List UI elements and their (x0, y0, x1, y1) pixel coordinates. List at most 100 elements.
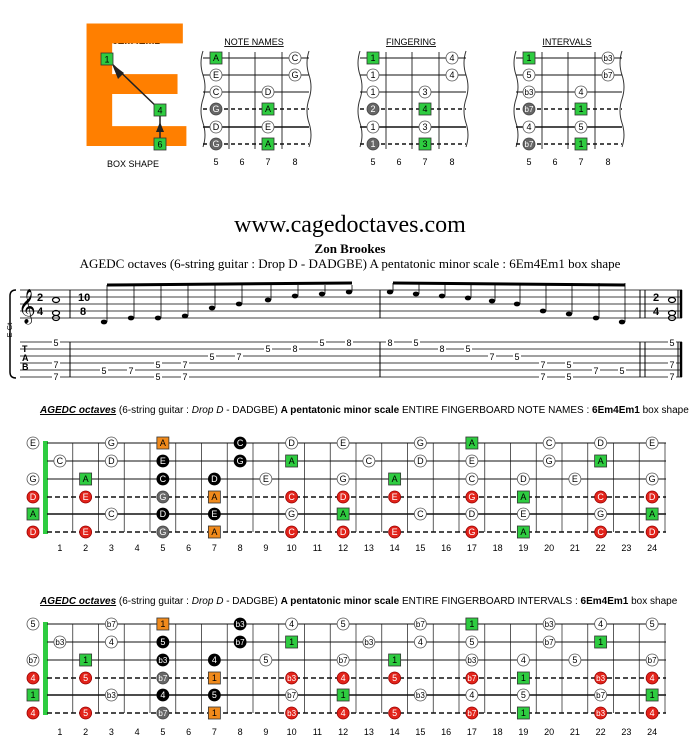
tab-clef: B (22, 362, 29, 372)
tab-number-bg (539, 372, 547, 381)
note-marker: 4 (156, 688, 170, 702)
note-label: A (520, 492, 526, 502)
note-label: 5 (392, 673, 397, 683)
note-circle (26, 490, 40, 504)
note-marker: 4 (104, 635, 118, 649)
tab-number: 5 (514, 352, 519, 362)
note-circle (26, 525, 40, 539)
note-marker: C (285, 490, 299, 504)
fret-number: 20 (544, 543, 554, 553)
note-circle (594, 671, 608, 685)
note-label: 1 (469, 619, 474, 629)
note-label: b7 (107, 620, 116, 629)
note-circle (209, 102, 223, 116)
note-circle (601, 51, 615, 65)
fret-number: 21 (570, 727, 580, 737)
note-label: G (468, 492, 475, 502)
note-label: b3 (287, 709, 296, 718)
fret-number: 24 (647, 727, 657, 737)
fret-edge (513, 50, 519, 148)
note-label: b3 (545, 620, 554, 629)
tab-number: 8 (439, 344, 444, 354)
note-label: 1 (212, 708, 217, 718)
note-circle (594, 436, 608, 450)
note-marker: 5 (645, 617, 659, 631)
beam (106, 281, 353, 287)
note-marker: G (542, 454, 556, 468)
note-label: C (160, 474, 167, 484)
note-label: b3 (236, 620, 245, 629)
note-label: b7 (648, 656, 657, 665)
note-marker: 1 (79, 653, 93, 667)
fret-number: 14 (390, 543, 400, 553)
note-label: 4 (526, 122, 531, 132)
tab-number: 5 (619, 366, 624, 376)
note-marker: C (465, 472, 479, 486)
note-circle (445, 51, 459, 65)
half-note-head (667, 296, 677, 304)
note-circle (156, 671, 170, 685)
note-marker: D (336, 525, 350, 539)
note-marker: 1 (516, 706, 530, 720)
note-marker: 1 (26, 688, 40, 702)
note-marker: b7 (336, 653, 350, 667)
note-label: G (649, 474, 656, 484)
note-label: 1 (160, 619, 165, 629)
note-circle (53, 635, 67, 649)
half-note-head (667, 314, 677, 322)
root-note-square (261, 137, 275, 151)
note-circle (445, 68, 459, 82)
note-label: 4 (449, 53, 454, 63)
note-circle (418, 120, 432, 134)
note-marker: A (336, 507, 350, 521)
note-circle (336, 706, 350, 720)
tab-number: 5 (413, 338, 418, 348)
note-marker: E (388, 490, 402, 504)
note-marker: G (594, 507, 608, 521)
note-marker: 5 (79, 706, 93, 720)
fret-number: 12 (338, 543, 348, 553)
note-label: 5 (160, 637, 165, 647)
note-label: A (211, 527, 217, 537)
note-head (513, 301, 521, 307)
note-circle (79, 706, 93, 720)
note-marker: b3 (362, 635, 376, 649)
note-label: D (417, 456, 424, 466)
note-marker: A (79, 472, 93, 486)
site-title[interactable]: www.cagedoctaves.com (234, 212, 466, 238)
note-marker: E (207, 507, 221, 521)
note-label: 2 (370, 104, 375, 114)
note-label: A (83, 474, 89, 484)
note-circle (388, 490, 402, 504)
note-marker: E (568, 472, 582, 486)
fret-number: 23 (621, 543, 631, 553)
mini-diagram-title: NOTE NAMES (224, 37, 284, 47)
note-circle (388, 671, 402, 685)
note-label: b7 (604, 71, 613, 80)
note-circle (104, 436, 118, 450)
note-label: 1 (212, 673, 217, 683)
note-marker: b7 (522, 102, 536, 116)
title-part: - DADGBE) (223, 405, 281, 416)
note-marker: 1 (574, 137, 588, 151)
tab-number: 5 (53, 338, 58, 348)
note-label: D (160, 509, 167, 519)
note-marker: D (336, 490, 350, 504)
note-label: D (30, 527, 37, 537)
note-marker: 1 (207, 671, 221, 685)
note-circle (574, 120, 588, 134)
note-label: E (649, 438, 655, 448)
tab-number-bg (488, 352, 496, 361)
root-note-square (574, 137, 588, 151)
note-label: C (237, 438, 244, 448)
tab-number: 8 (346, 338, 351, 348)
tab-clef: T (22, 344, 28, 354)
root-note-square (388, 653, 402, 667)
fingerboard-notes-title: AGEDC octaves (6-string guitar : Drop D … (40, 405, 700, 416)
note-label: b3 (364, 638, 373, 647)
tab-number-bg (154, 360, 162, 369)
note-label: G (159, 527, 166, 537)
note-label: G (468, 527, 475, 537)
